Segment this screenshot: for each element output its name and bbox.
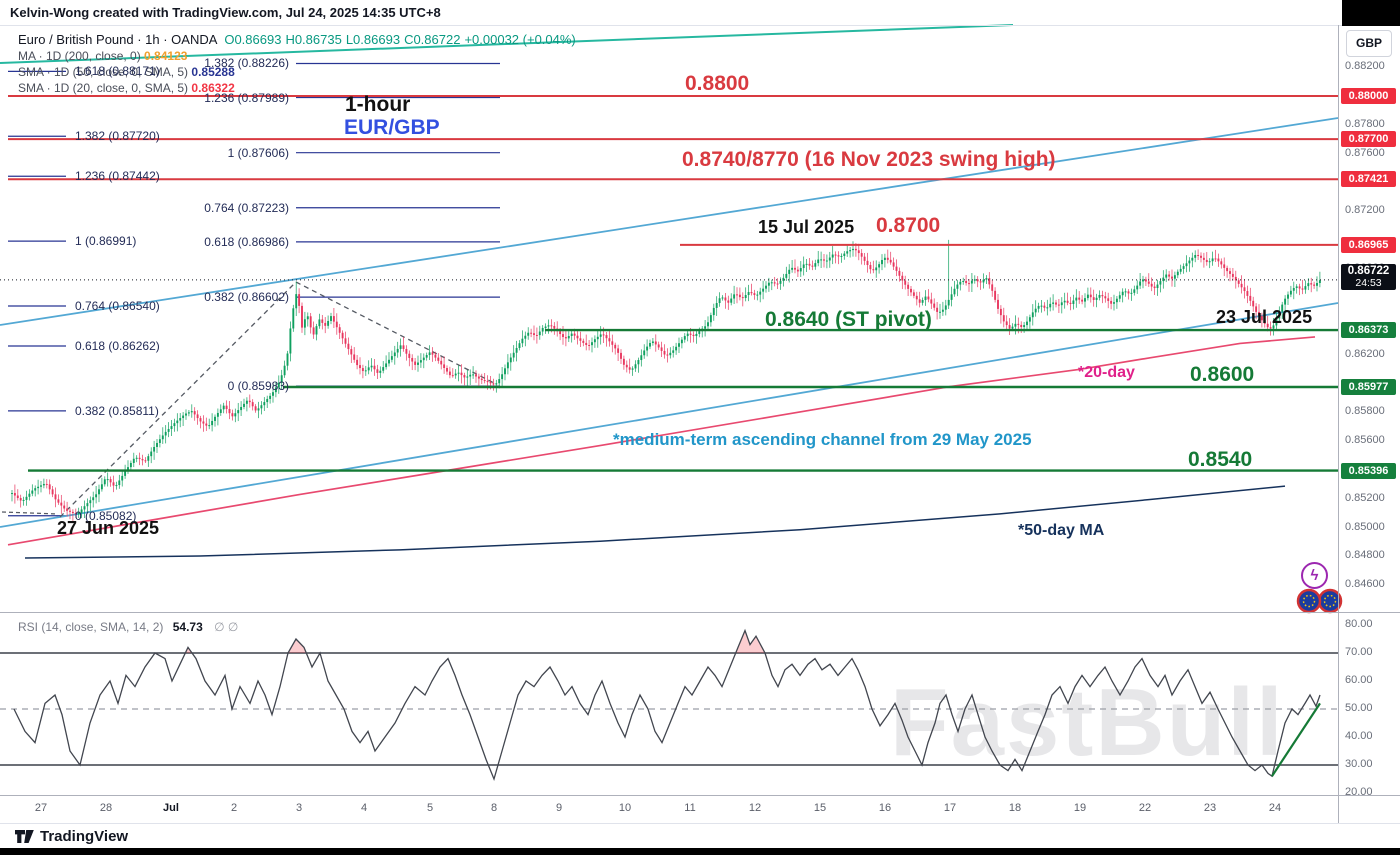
tradingview-logo-icon xyxy=(15,830,34,843)
dashed-falling[interactable] xyxy=(295,281,497,385)
tradingview-logo-text: TradingView xyxy=(40,828,129,845)
teal-trendline[interactable] xyxy=(0,24,1014,64)
channel-upper[interactable] xyxy=(0,117,1339,326)
rsi-support-trendline[interactable] xyxy=(1271,702,1321,777)
sma20-curve xyxy=(7,336,1316,546)
dashed-rising[interactable] xyxy=(59,281,297,518)
rsi-line xyxy=(13,628,1321,781)
lightning-icon[interactable]: ϟ xyxy=(1301,562,1328,589)
instrument-pair-flags-icon[interactable] xyxy=(1296,588,1356,616)
ma50-curve xyxy=(24,485,1286,559)
dashed-base[interactable] xyxy=(1,511,59,515)
tradingview-logo[interactable]: TradingView xyxy=(14,828,128,845)
channel-lower[interactable] xyxy=(0,302,1339,528)
currency-toggle-button[interactable]: GBP xyxy=(1346,30,1392,57)
candlestick-series xyxy=(11,239,1321,521)
